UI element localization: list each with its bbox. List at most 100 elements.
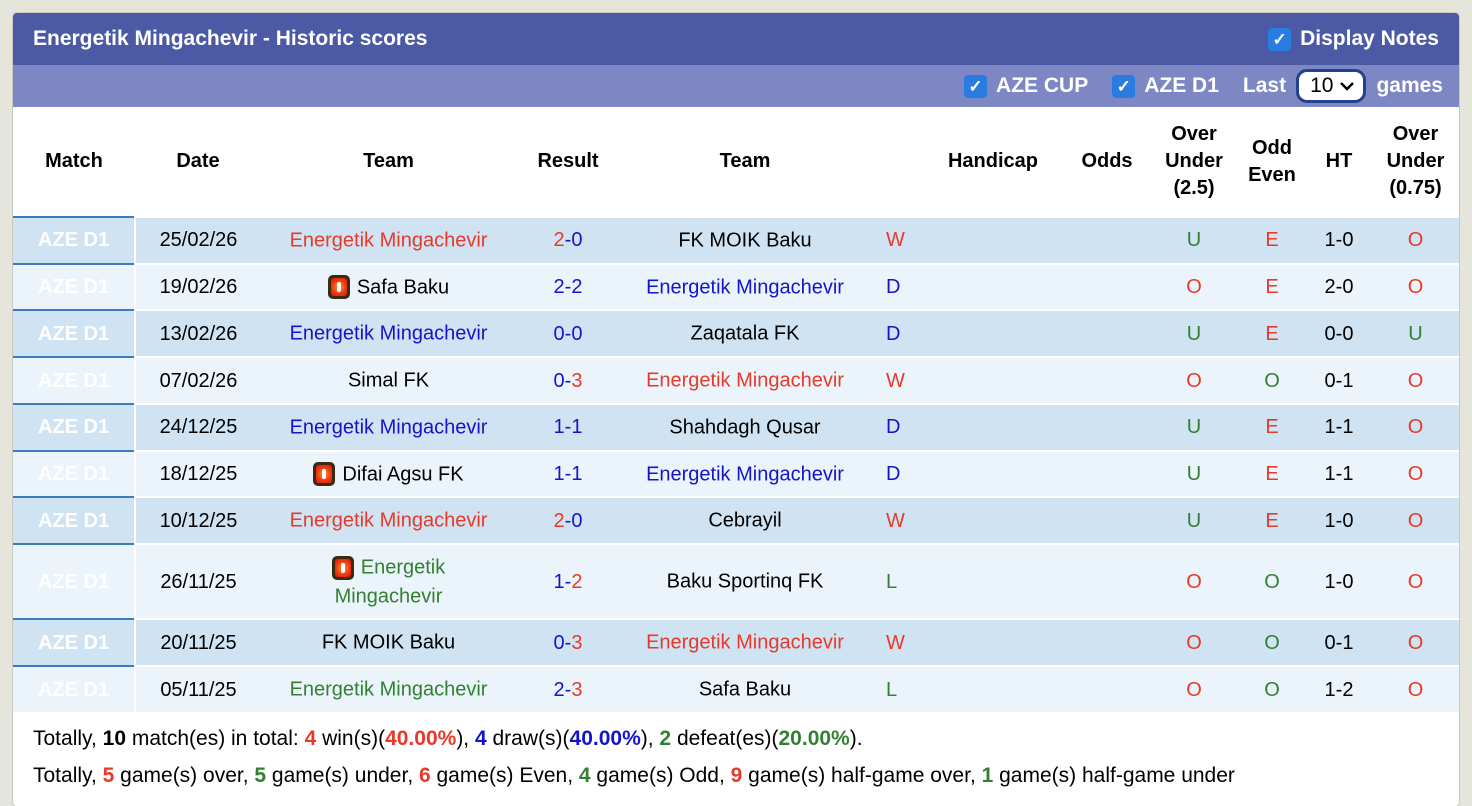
filter-bar: AZE CUP AZE D1 Last 10 games (13, 65, 1459, 107)
red-card-icon (327, 275, 350, 300)
home-team-cell: Energetik Mingachevir (261, 216, 516, 264)
team-name: Safa Baku (698, 678, 792, 701)
away-team-cell: Energetik Mingachevir (620, 262, 870, 311)
result-cell: 1-1 (516, 449, 620, 498)
team-name: Shahdagh Qusar (669, 416, 821, 439)
last-label: Last (1242, 74, 1287, 97)
ht-cell: 1-0 (1306, 216, 1372, 264)
match-date: 26/11/25 (135, 543, 261, 620)
team-name: Zaqatala FK (690, 323, 800, 346)
over-under-075-cell: O (1372, 665, 1459, 712)
away-team-cell: FK MOIK Baku (620, 216, 870, 264)
historic-scores-table: Match Date Team Result Team Handicap Odd… (13, 107, 1459, 712)
home-team-cell: Difai Agsu FK (261, 449, 516, 498)
odd-even-cell: O (1238, 665, 1306, 712)
away-team-cell: Energetik Mingachevir (620, 449, 870, 498)
aze-cup-checkbox[interactable] (964, 74, 988, 98)
over-under-25-cell: U (1150, 402, 1238, 451)
odd-even-cell: E (1238, 496, 1306, 545)
odd-even-cell: E (1238, 309, 1306, 358)
over-under-075-cell: O (1372, 449, 1459, 498)
aze-cup-toggle[interactable]: AZE CUP (964, 74, 1088, 98)
wdl-cell: W (870, 496, 922, 545)
match-date: 13/02/26 (135, 309, 261, 358)
league-badge: AZE D1 (13, 309, 136, 358)
result-cell: 0-0 (516, 309, 620, 358)
ht-cell: 1-1 (1306, 449, 1372, 498)
odd-even-cell: E (1238, 216, 1306, 264)
col-over-under-25: Over Under (2.5) (1165, 123, 1223, 199)
summary-line-1: Totally, 10 match(es) in total: 4 win(s)… (33, 726, 863, 750)
handicap-cell (922, 618, 1064, 667)
panel-title: Energetik Mingachevir - Historic scores (33, 27, 428, 50)
wdl-cell: D (870, 449, 922, 498)
odds-cell (1064, 618, 1150, 667)
ht-cell: 1-0 (1306, 496, 1372, 545)
last-games-select[interactable]: 10 (1296, 69, 1367, 103)
odds-cell (1064, 262, 1150, 311)
match-row: AZE D1 10/12/25 Energetik Mingachevir 2-0 Ce… (13, 496, 1459, 545)
aze-d1-toggle[interactable]: AZE D1 (1112, 74, 1219, 98)
away-team-cell: Energetik Mingachevir (620, 356, 870, 404)
team-name: Simal FK (347, 369, 430, 392)
match-row: AZE D1 18/12/25 Difai Agsu FK 1-1 Energetik … (13, 449, 1459, 498)
over-under-075-cell: O (1372, 216, 1459, 264)
historic-scores-panel: Energetik Mingachevir - Historic scores … (13, 13, 1459, 806)
home-team-cell: Energetik Mingachevir (261, 665, 516, 712)
team-name: Difai Agsu FK (342, 463, 464, 486)
home-team-cell: FK MOIK Baku (261, 618, 516, 667)
team-name: Energetik Mingachevir (646, 369, 844, 392)
display-notes-checkbox[interactable] (1268, 27, 1292, 51)
match-date: 18/12/25 (135, 449, 261, 498)
odds-cell (1064, 543, 1150, 620)
display-notes-toggle[interactable]: Display Notes (1268, 27, 1439, 51)
away-team-cell: Shahdagh Qusar (620, 402, 870, 451)
wdl-cell: D (870, 402, 922, 451)
home-team-cell: Energetik Mingachevir (261, 543, 516, 620)
handicap-cell (922, 356, 1064, 404)
red-card-icon (331, 555, 354, 580)
team-name: Energetik Mingachevir (646, 463, 844, 486)
league-badge: AZE D1 (13, 618, 136, 667)
league-badge: AZE D1 (13, 262, 136, 311)
result-cell: 2-3 (516, 665, 620, 712)
ht-cell: 0-0 (1306, 309, 1372, 358)
handicap-cell (922, 262, 1064, 311)
col-wdl (870, 107, 922, 217)
ht-cell: 2-0 (1306, 262, 1372, 311)
league-badge: AZE D1 (13, 543, 136, 620)
home-team-cell: Safa Baku (261, 262, 516, 311)
odd-even-cell: O (1238, 618, 1306, 667)
col-team-away: Team (719, 150, 771, 172)
ht-cell: 0-1 (1306, 356, 1372, 404)
aze-d1-checkbox[interactable] (1112, 74, 1136, 98)
team-name: FK MOIK Baku (678, 229, 812, 252)
league-badge: AZE D1 (13, 449, 136, 498)
odds-cell (1064, 496, 1150, 545)
ht-cell: 1-1 (1306, 402, 1372, 451)
result-cell: 0-3 (516, 618, 620, 667)
over-under-25-cell: O (1150, 262, 1238, 311)
over-under-075-cell: U (1372, 309, 1459, 358)
wdl-cell: W (870, 216, 922, 264)
handicap-cell (922, 449, 1064, 498)
league-badge: AZE D1 (13, 402, 136, 451)
over-under-075-cell: O (1372, 402, 1459, 451)
col-odd-even: Odd Even (1248, 136, 1296, 186)
away-team-cell: Energetik Mingachevir (620, 618, 870, 667)
match-row: AZE D1 19/02/26 Safa Baku 2-2 Energetik Ming… (13, 262, 1459, 311)
over-under-25-cell: U (1150, 496, 1238, 545)
match-date: 19/02/26 (135, 262, 261, 311)
match-date: 05/11/25 (135, 665, 261, 712)
result-cell: 0-3 (516, 356, 620, 404)
home-team-cell: Energetik Mingachevir (261, 309, 516, 358)
odd-even-cell: O (1238, 356, 1306, 404)
team-name: Safa Baku (356, 276, 450, 299)
odds-cell (1064, 309, 1150, 358)
ht-cell: 0-1 (1306, 618, 1372, 667)
league-badge: AZE D1 (13, 216, 136, 264)
home-team-cell: Simal FK (261, 356, 516, 404)
odds-cell (1064, 356, 1150, 404)
odd-even-cell: E (1238, 449, 1306, 498)
aze-cup-label: AZE CUP (996, 74, 1089, 97)
